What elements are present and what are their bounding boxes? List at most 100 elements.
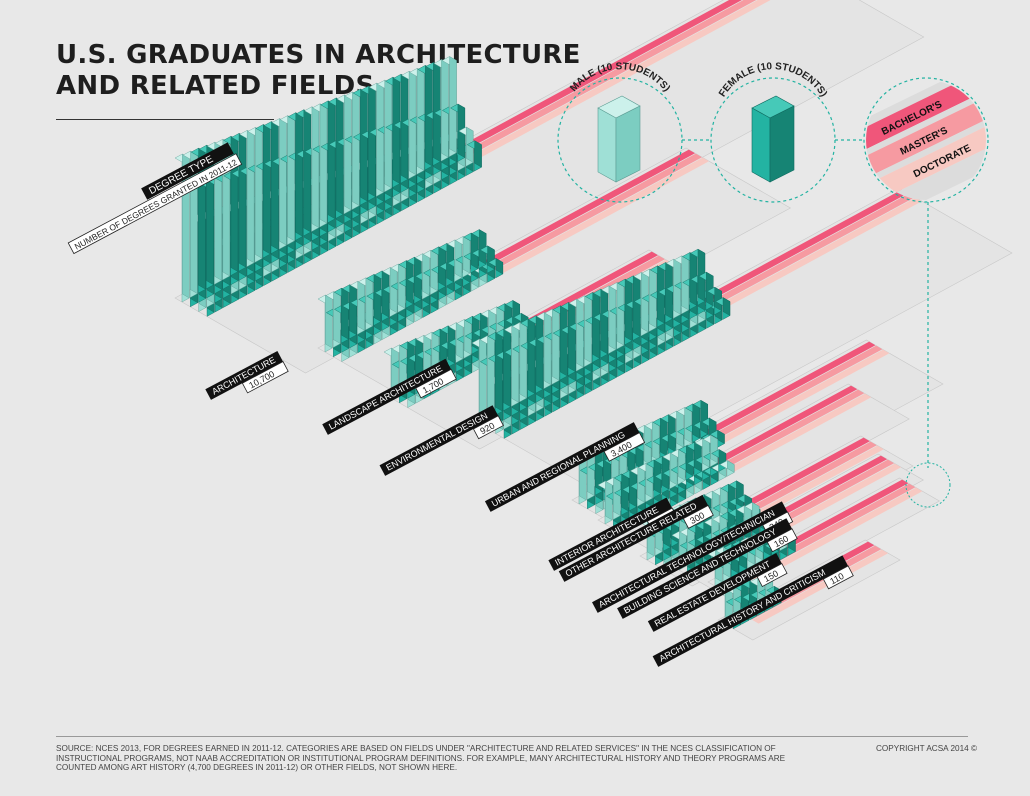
student-block [333, 291, 341, 344]
student-block [368, 85, 376, 198]
student-block [700, 399, 708, 435]
field-label-bg [205, 350, 284, 400]
chart-title: U.S. GRADUATES IN ARCHITECTURE AND RELAT… [56, 40, 581, 102]
student-block [474, 140, 482, 168]
student-block [408, 70, 417, 176]
student-block [632, 275, 641, 337]
student-block [295, 112, 303, 237]
student-block [608, 285, 617, 350]
student-block [376, 82, 384, 193]
legend-doctorate-stripe [866, 113, 986, 200]
field-total-bg [682, 504, 714, 529]
student-block [605, 480, 613, 521]
legend-female-block [751, 95, 795, 183]
degree-strip [751, 487, 923, 581]
student-block [706, 271, 714, 307]
student-block [319, 103, 328, 224]
student-block [613, 477, 621, 516]
student-block [325, 294, 333, 349]
field-total-bg [756, 563, 788, 588]
student-block [728, 483, 736, 513]
student-block [543, 312, 552, 386]
legend-bachelors-stripe [866, 80, 986, 164]
degree-strip [752, 549, 889, 624]
student-block [722, 297, 731, 316]
student-block [710, 434, 718, 464]
female-block-right [769, 105, 795, 183]
female-block-left [751, 107, 771, 183]
student-block [400, 73, 409, 180]
student-block [717, 429, 725, 444]
field-total-bg [766, 528, 798, 553]
student-block [398, 263, 406, 309]
student-block [495, 331, 503, 412]
student-block [238, 132, 247, 268]
field-floor [471, 187, 1013, 486]
student-block [381, 270, 390, 318]
student-block [230, 135, 239, 272]
legend-degree-circle [863, 77, 989, 203]
key-subtitle-bg [67, 153, 243, 255]
student-block [344, 94, 352, 211]
field-label-bg [484, 422, 640, 512]
student-block [327, 100, 336, 220]
student-block [389, 267, 398, 314]
legend-degree-stripes: BACHELOR'S MASTER'S DOCTORATE [866, 80, 986, 200]
student-block [584, 295, 592, 364]
field-label-bg [548, 497, 673, 571]
student-block [511, 325, 519, 403]
student-block [592, 292, 600, 359]
student-block [624, 278, 633, 342]
student-block [303, 109, 311, 233]
student-block [657, 265, 665, 324]
field-label-bg [617, 518, 793, 619]
field-label-bg [647, 553, 782, 632]
student-block [279, 118, 287, 246]
field-total-bg [822, 565, 854, 590]
source-note: SOURCE: NCES 2013, FOR DEGREES EARNED IN… [56, 744, 786, 773]
student-block [727, 460, 735, 473]
student-block [600, 288, 608, 355]
student-block [686, 445, 694, 477]
footer-divider [56, 736, 968, 737]
student-block [449, 56, 457, 154]
field-total-bg [603, 432, 646, 462]
student-block [616, 282, 625, 346]
student-block [365, 277, 373, 327]
male-block-left [597, 107, 617, 183]
title-line-2: AND RELATED FIELDS [56, 71, 375, 101]
student-block [246, 130, 255, 264]
copyright: COPYRIGHT ACSA 2014 © [876, 744, 977, 753]
student-block [335, 97, 344, 215]
student-block [462, 236, 471, 274]
student-block [392, 76, 401, 184]
field-label-bg [322, 358, 452, 435]
student-block [495, 258, 504, 275]
student-block [487, 335, 495, 416]
field-total-bg [241, 361, 289, 394]
isometric-chart: DEGREE TYPE NUMBER OF DEGREES GRANTED IN… [67, 0, 1013, 667]
field-label-bg [592, 501, 788, 613]
student-block [373, 273, 382, 322]
student-block [311, 106, 320, 228]
student-block [352, 91, 360, 206]
block-layer [174, 56, 796, 630]
field-label-bg [379, 405, 499, 476]
legend-masters-stripe [866, 89, 986, 187]
student-block [560, 305, 568, 377]
student-block [384, 79, 392, 189]
student-block [676, 410, 684, 448]
student-block [503, 328, 511, 408]
student-block [255, 127, 263, 259]
student-block [720, 487, 728, 517]
student-block [694, 441, 702, 472]
male-block-right [615, 105, 641, 183]
student-block [678, 448, 686, 481]
student-block [487, 245, 495, 270]
legend-male-block [597, 95, 641, 183]
field-label-bg [652, 555, 849, 667]
student-block [552, 308, 560, 381]
student-block [478, 229, 487, 265]
student-block [360, 88, 368, 202]
